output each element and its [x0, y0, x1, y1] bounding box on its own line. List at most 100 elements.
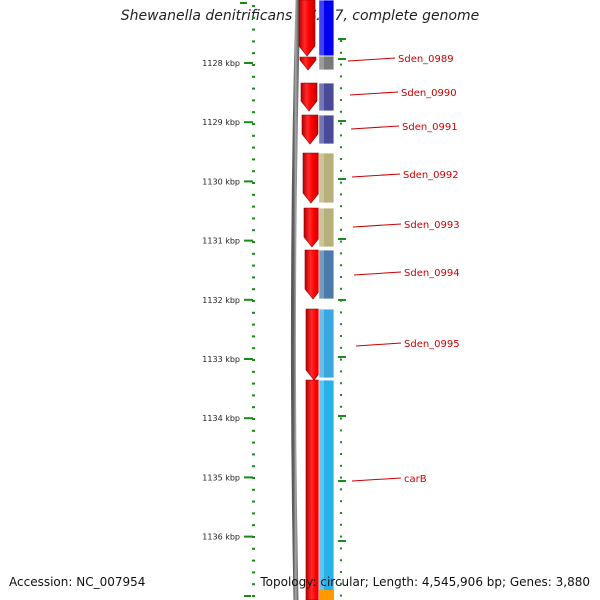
right-major-tick [338, 38, 346, 40]
forward-gene-arrow [303, 207, 321, 248]
right-minor-tick [340, 394, 342, 396]
gene-highlight [320, 56, 324, 70]
right-minor-tick [340, 464, 342, 467]
minor-tick [252, 134, 255, 137]
right-minor-tick [340, 311, 342, 314]
forward-strand-track [298, 0, 323, 600]
minor-tick [252, 559, 255, 562]
right-minor-tick [340, 335, 342, 337]
minor-tick [252, 111, 255, 114]
gene-highlight [320, 153, 324, 203]
minor-tick [252, 418, 255, 420]
kbp-tick-label: 1130 kbp [202, 177, 240, 186]
minor-tick [252, 288, 255, 291]
gene-block [318, 308, 335, 379]
topology-info: Topology: circular; Length: 4,545,906 bp… [260, 575, 590, 589]
right-major-tick [338, 480, 346, 482]
gene-leader-line [351, 173, 401, 178]
minor-tick [252, 335, 255, 338]
minor-tick [252, 158, 255, 161]
minor-tick [252, 64, 255, 66]
right-major-tick [338, 58, 346, 60]
minor-tick [252, 217, 255, 220]
right-minor-tick [340, 158, 342, 160]
forward-gene-arrow [304, 249, 322, 300]
gene-highlight [320, 309, 324, 378]
right-minor-tick [340, 146, 342, 149]
right-major-tick [338, 120, 346, 122]
gene-block [318, 249, 335, 300]
minor-tick [252, 488, 255, 491]
gene-highlight [320, 208, 324, 247]
right-minor-tick [340, 134, 342, 137]
right-minor-tick [340, 63, 342, 66]
minor-tick [252, 453, 255, 456]
gene-highlight [320, 83, 324, 111]
minor-tick [252, 5, 255, 7]
gene-label: Sden_0995 [404, 339, 460, 350]
right-minor-tick [340, 169, 342, 172]
gene-highlight [320, 0, 324, 56]
forward-gene-arrow [302, 152, 320, 204]
minor-tick [252, 193, 255, 196]
right-minor-tick [340, 287, 342, 290]
right-minor-tick [340, 346, 342, 349]
gene-leader-line [351, 477, 402, 482]
minor-tick [252, 87, 255, 90]
forward-gene-arrow [299, 56, 317, 71]
minor-tick [252, 571, 255, 574]
minor-tick [252, 441, 255, 444]
kbp-tick-label: 1133 kbp [202, 355, 240, 364]
kbp-tick-label: 1131 kbp [202, 237, 240, 246]
right-minor-tick [340, 476, 342, 479]
gene-block [318, 82, 335, 112]
right-minor-tick [340, 417, 342, 420]
kbp-tick-label: 1128 kbp [202, 59, 240, 68]
right-major-tick [338, 299, 346, 301]
right-minor-tick [340, 488, 342, 491]
right-minor-tick [340, 535, 342, 538]
accession-text: Accession: NC_007954 [9, 575, 146, 589]
right-minor-tick [340, 405, 342, 408]
gene-leader-line [353, 271, 402, 276]
forward-gene-arrow [301, 114, 319, 145]
right-minor-tick [340, 181, 342, 184]
minor-tick [252, 16, 255, 19]
gene-highlight [320, 115, 324, 144]
gene-block [318, 379, 335, 600]
gene-leader-line [347, 57, 396, 62]
gene-highlight [320, 380, 324, 600]
minor-tick [252, 477, 255, 479]
minor-tick [252, 347, 255, 350]
minor-tick [252, 394, 255, 397]
gene-label: Sden_0993 [404, 220, 460, 231]
right-minor-tick [340, 110, 342, 113]
gene-block [318, 114, 335, 145]
minor-tick [252, 465, 255, 468]
gene-label: carB [404, 474, 427, 485]
right-minor-tick [340, 122, 342, 125]
gene-block [318, 207, 335, 248]
gene-label: Sden_0994 [404, 268, 460, 279]
gene-leader-line [350, 125, 400, 130]
kbp-tick-label: 1132 kbp [202, 296, 240, 305]
right-minor-tick [340, 559, 342, 562]
forward-gene-arrow [298, 0, 316, 57]
right-minor-tick [340, 358, 342, 361]
minor-tick [252, 170, 255, 173]
right-minor-tick [340, 228, 342, 231]
right-minor-tick [340, 323, 342, 326]
minor-tick [252, 536, 255, 538]
gene-track [318, 0, 335, 600]
right-minor-tick [340, 571, 342, 573]
right-major-tick [338, 238, 346, 240]
gene-label: Sden_0992 [403, 170, 459, 181]
right-minor-tick [340, 240, 342, 243]
right-minor-tick [340, 217, 342, 219]
minor-tick [252, 547, 255, 550]
gene-label: Sden_0990 [401, 88, 457, 99]
gene-label: Sden_0989 [398, 54, 454, 65]
minor-tick [252, 300, 255, 302]
right-minor-tick [340, 75, 342, 78]
minor-tick [252, 241, 255, 243]
